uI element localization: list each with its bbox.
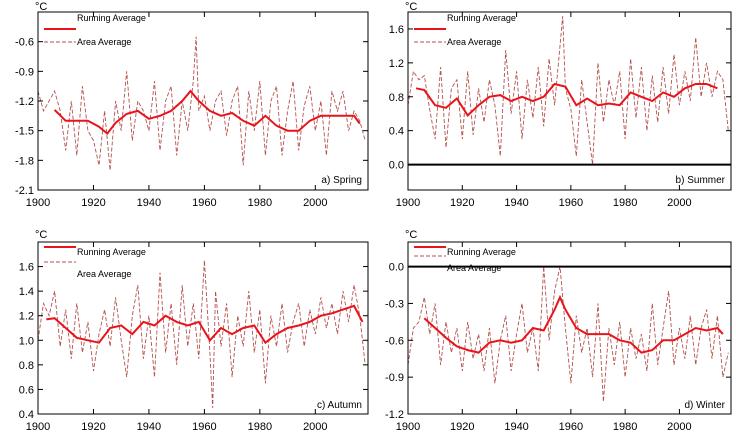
x-tick-label: 1920 <box>81 421 105 433</box>
y-tick-label: 0.0 <box>389 262 404 274</box>
plot-frame <box>407 11 732 191</box>
x-tick-label: 1980 <box>248 197 272 209</box>
y-tick-label: 1.0 <box>19 335 34 347</box>
legend-area-label: Area Average <box>77 269 131 279</box>
legend-area-label: Area Average <box>447 37 501 47</box>
panel-autumn: °C c) Autumn Running Average Area Averag… <box>19 229 369 433</box>
panel-title: d) Winter <box>684 400 725 411</box>
y-tick-label: 1.6 <box>19 262 34 274</box>
x-tick-label: 1920 <box>450 197 474 209</box>
panel-summer: °C b) Summer Running Average Area Averag… <box>389 1 732 209</box>
x-tick-label: 1940 <box>504 197 528 209</box>
y-tick-label: -0.3 <box>385 298 404 310</box>
panel-title: c) Autumn <box>317 400 362 411</box>
panel-unit-label: °C <box>405 1 417 13</box>
y-tick-label: 1.4 <box>19 286 34 298</box>
x-tick-label: 1940 <box>137 197 161 209</box>
panel-title: a) Spring <box>321 175 362 186</box>
panel-unit-label: °C <box>35 1 47 13</box>
x-tick-label: 1960 <box>559 197 583 209</box>
x-tick-label: 2000 <box>303 421 327 433</box>
y-tick-label: 0.8 <box>389 92 404 104</box>
y-tick-label: -1.8 <box>15 155 34 167</box>
x-tick-label: 1980 <box>248 421 272 433</box>
y-tick-label: -1.5 <box>15 126 34 138</box>
series-area-average <box>407 266 729 402</box>
panel-unit-label: °C <box>35 229 47 241</box>
x-tick-label: 1940 <box>137 421 161 433</box>
y-tick-label: 0.8 <box>19 360 34 372</box>
x-tick-label: 2000 <box>667 421 691 433</box>
legend-running-label: Running Average <box>77 13 146 23</box>
series-area-average <box>37 36 366 171</box>
y-tick-label: 1.2 <box>389 58 404 70</box>
y-tick-label: 1.6 <box>389 24 404 36</box>
x-tick-label: 1920 <box>81 197 105 209</box>
x-tick-label: 1940 <box>504 421 528 433</box>
x-tick-label: 1960 <box>192 421 216 433</box>
series-running-average <box>46 304 364 345</box>
x-tick-label: 1900 <box>26 421 50 433</box>
legend-running-label: Running Average <box>447 13 516 23</box>
y-tick-label: -0.6 <box>385 335 404 347</box>
panel-winter: °C d) Winter Running Average Area Averag… <box>385 229 732 433</box>
panel-spring: °C a) Spring Running Average Area Averag… <box>15 1 369 209</box>
y-tick-label: -1.2 <box>385 409 404 421</box>
legend-area-label: Area Average <box>447 263 501 273</box>
plot-frame <box>407 241 732 415</box>
x-tick-label: 1960 <box>192 197 216 209</box>
y-tick-label: -0.6 <box>15 37 34 49</box>
y-tick-label: -1.2 <box>15 96 34 108</box>
series-running-average <box>415 82 718 117</box>
plot-frame <box>37 241 369 415</box>
x-tick-label: 1900 <box>26 197 50 209</box>
x-tick-label: 1960 <box>559 421 583 433</box>
y-tick-label: 0.4 <box>19 409 34 421</box>
series-area-average <box>37 260 366 408</box>
panel-title: b) Summer <box>676 175 726 186</box>
x-tick-label: 1920 <box>450 421 474 433</box>
y-tick-label: -0.9 <box>15 66 34 78</box>
x-tick-label: 1900 <box>396 197 420 209</box>
y-tick-label: -2.1 <box>15 185 34 197</box>
panel-unit-label: °C <box>405 229 417 241</box>
y-tick-label: 1.2 <box>19 311 34 323</box>
series-running-average <box>53 89 361 136</box>
x-tick-label: 1980 <box>613 197 637 209</box>
y-tick-label: 0.0 <box>389 160 404 172</box>
y-tick-label: 0.6 <box>19 384 34 396</box>
legend-area-label: Area Average <box>77 37 131 47</box>
series-running-average <box>423 294 724 354</box>
x-tick-label: 2000 <box>667 197 691 209</box>
y-tick-label: -0.9 <box>385 372 404 384</box>
x-tick-label: 2000 <box>303 197 327 209</box>
x-tick-label: 1980 <box>613 421 637 433</box>
x-tick-label: 1900 <box>396 421 420 433</box>
legend-running-label: Running Average <box>447 247 516 257</box>
legend-running-label: Running Average <box>77 247 146 257</box>
y-tick-label: 0.4 <box>389 126 404 138</box>
